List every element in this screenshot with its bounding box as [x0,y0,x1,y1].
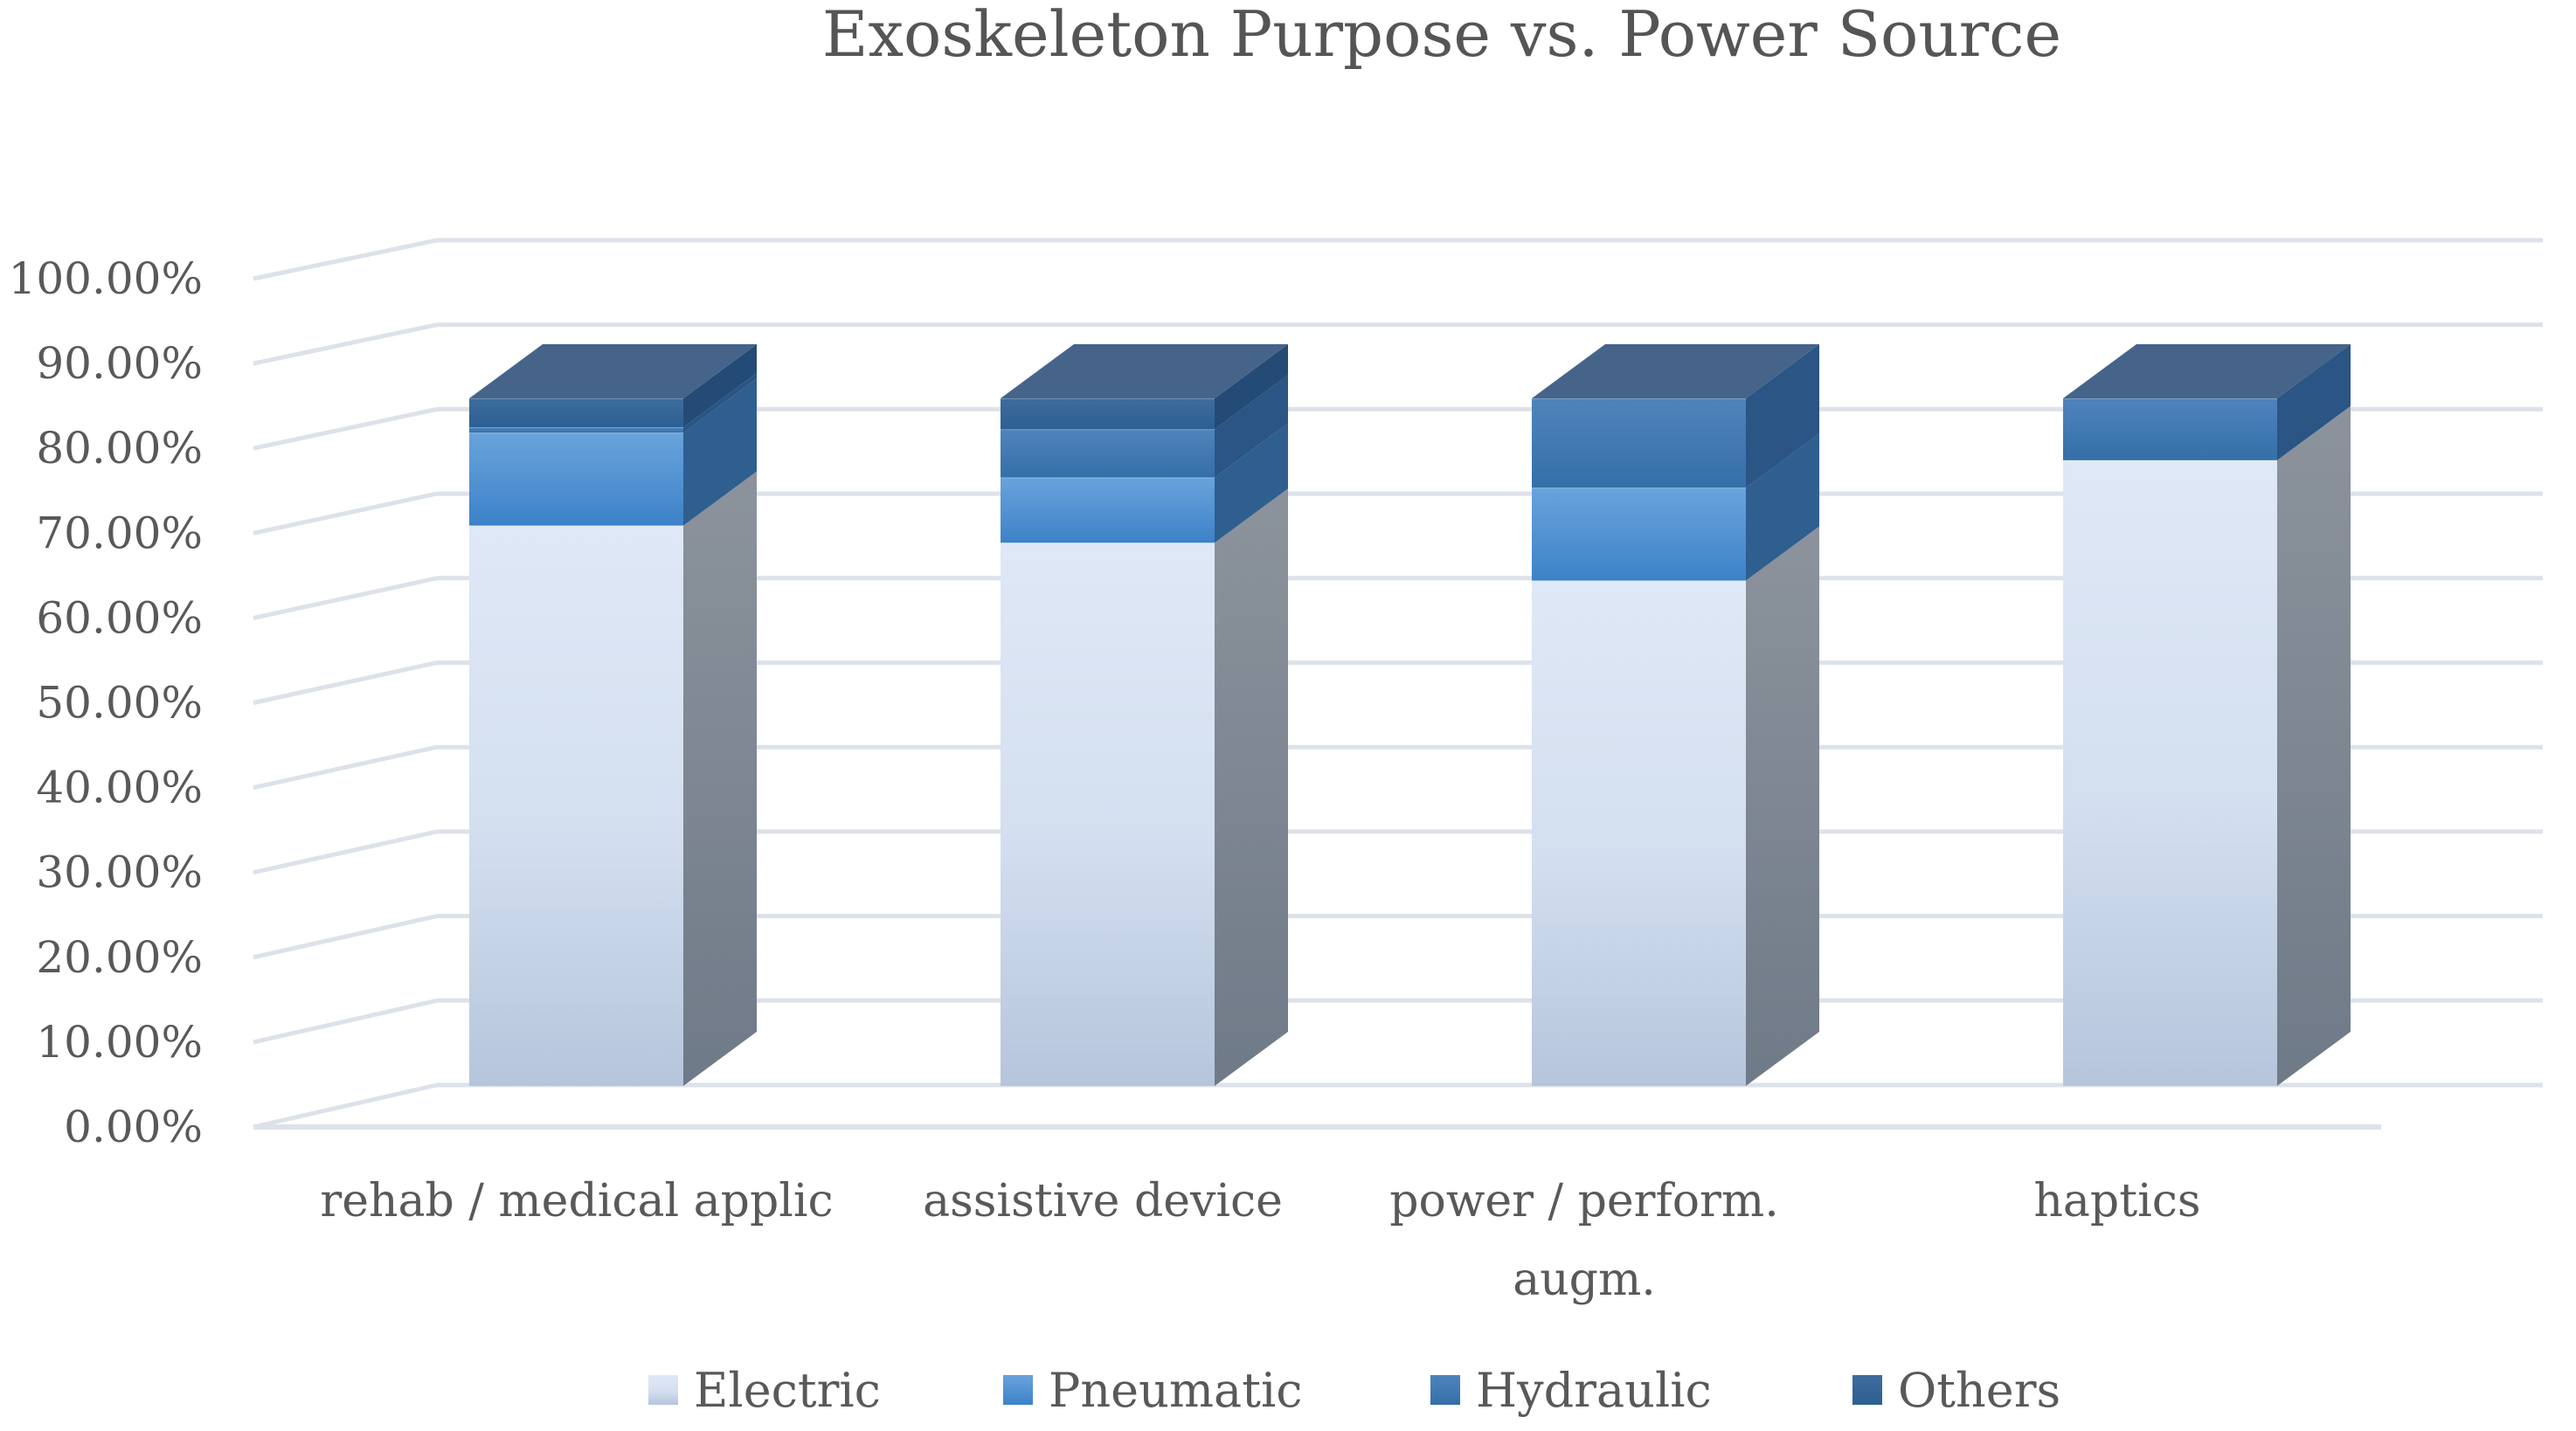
legend-item-hydraulic: Hydraulic [1430,1363,1712,1418]
bar-segment-pneumatic [1001,477,1215,543]
y-tick-label: 100.00% [9,253,203,304]
x-category-label: rehab / medical applic [320,1175,833,1227]
bar-stack [2063,344,2351,1087]
grid-line-side-5 [253,660,438,705]
bar-stack [1532,344,1819,1086]
y-tick-label: 90.00% [36,338,203,389]
bars [469,344,2351,1087]
y-tick-label: 0.00% [64,1102,203,1152]
x-axis-category-labels: rehab / medical applic assistive device po… [320,1175,2200,1306]
bar-segment-electric [2063,460,2277,1086]
legend-item-pneumatic: Pneumatic [1003,1363,1302,1418]
y-tick-label: 60.00% [36,592,203,643]
bar-segment-electric [469,525,683,1086]
legend-swatch [1852,1375,1882,1405]
legend-label: Others [1898,1363,2060,1418]
y-tick-label: 20.00% [36,932,203,983]
bar-segment-side-pneumatic [1215,423,1288,543]
legend-item-electric: Electric [648,1363,881,1418]
bar-segment-side-pneumatic [683,378,757,526]
y-tick-label: 80.00% [36,423,203,474]
y-tick-label: 10.00% [36,1017,203,1068]
grid-line-side-7 [253,491,438,536]
bar-segment-side-pneumatic [1746,433,1819,581]
bar-segment-hydraulic [2063,398,2277,460]
legend-swatch [648,1375,678,1405]
bar-segment-others [469,398,683,428]
x-category-label: augm. [1513,1254,1656,1306]
bar-segment-hydraulic [1001,429,1215,478]
bar-segment-hydraulic [469,427,683,433]
bar-segment-side-hydraulic [1215,375,1288,478]
bar-segment-side-electric [1746,526,1819,1086]
bar-segment-side-others [1215,344,1288,430]
grid-line-side-10 [253,238,438,281]
bar-segment-electric [1532,580,1746,1086]
grid-line-side-6 [253,576,438,620]
grid-line-side-9 [253,322,438,366]
legend-label: Pneumatic [1049,1363,1302,1418]
legend-swatch [1430,1375,1460,1405]
bar-segment-side-electric [2277,405,2351,1087]
grid-line-side-1 [253,998,438,1045]
y-axis-tick-labels: 0.00% 10.00% 20.00% 30.00% 40.00% 50.00% 60.00… [9,253,203,1152]
bar-top-face [469,344,757,398]
bar-segment-side-hydraulic [683,373,757,433]
bar-segment-side-hydraulic [2277,344,2351,460]
bar-segment-side-electric [1215,488,1288,1086]
y-tick-label: 40.00% [36,763,203,813]
legend-label: Electric [694,1363,881,1418]
grid-line-side-0 [253,1082,438,1130]
bar-segment-side-hydraulic [1746,344,1819,488]
bar-segment-pneumatic [1532,487,1746,581]
y-tick-label: 70.00% [36,508,203,558]
bar-top-face [1001,344,1288,398]
chart-title: Exoskeleton Purpose vs. Power Source [822,0,2061,71]
x-category-label: power / perform. [1389,1175,1778,1227]
grid-line-side-2 [253,914,438,960]
legend-label: Hydraulic [1476,1363,1712,1418]
bar-segment-hydraulic [1532,398,1746,488]
legend: Electric Pneumatic Hydraulic Others [648,1363,2060,1418]
bar-stack [469,344,757,1086]
bar-segment-side-electric [683,471,757,1086]
grid-line-side-8 [253,406,438,451]
bar-top-face [1532,344,1819,398]
legend-swatch [1003,1375,1033,1405]
bar-top-face [2063,344,2351,398]
y-tick-label: 50.00% [36,678,203,729]
bar-segment-others [1001,398,1215,430]
bar-segment-electric [1001,543,1215,1086]
x-category-label: assistive device [923,1175,1283,1227]
bar-segment-pneumatic [469,432,683,526]
bar-segment-side-others [683,344,757,428]
x-category-label: haptics [2033,1175,2200,1227]
grid-line-side-4 [253,744,438,791]
y-tick-label: 30.00% [36,847,203,898]
grid-line-side-3 [253,829,438,875]
legend-item-others: Others [1852,1363,2060,1418]
bar-stack [1001,344,1288,1086]
